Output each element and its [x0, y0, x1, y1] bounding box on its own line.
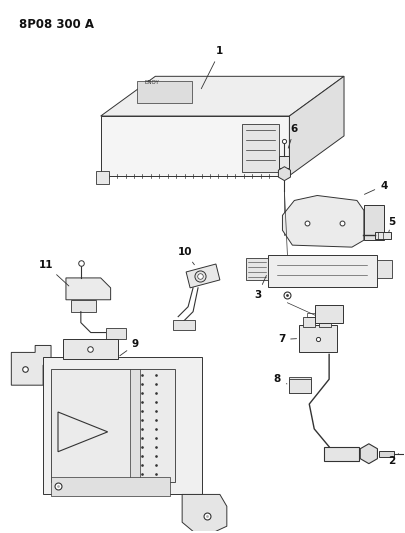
Text: 6: 6 — [288, 124, 298, 148]
Bar — [246, 258, 268, 280]
Text: 4: 4 — [364, 181, 388, 195]
Polygon shape — [290, 76, 344, 176]
Bar — [242, 124, 279, 172]
Bar — [279, 156, 290, 168]
Text: 9: 9 — [120, 340, 139, 356]
Bar — [63, 340, 117, 359]
Bar — [71, 300, 96, 312]
Bar — [51, 369, 175, 481]
Polygon shape — [186, 264, 220, 288]
Text: 10: 10 — [178, 247, 194, 265]
Text: 8P08 300 A: 8P08 300 A — [19, 18, 94, 31]
Bar — [364, 205, 384, 240]
Bar — [137, 81, 192, 103]
Polygon shape — [66, 278, 111, 300]
Bar — [130, 369, 141, 481]
Polygon shape — [101, 76, 344, 116]
Text: 3: 3 — [254, 276, 266, 300]
Bar — [106, 328, 126, 340]
Bar — [375, 232, 391, 239]
Bar — [379, 451, 394, 457]
Text: 7: 7 — [278, 335, 296, 344]
Bar — [303, 317, 315, 327]
Text: ENOY: ENOY — [145, 80, 159, 85]
Bar — [51, 477, 170, 496]
Bar — [319, 317, 331, 327]
Bar — [43, 357, 202, 495]
Polygon shape — [101, 116, 290, 176]
Text: 8: 8 — [274, 374, 287, 384]
Polygon shape — [360, 444, 377, 464]
Bar — [173, 320, 195, 329]
Polygon shape — [96, 171, 109, 183]
Text: 5: 5 — [388, 217, 395, 232]
Polygon shape — [282, 196, 364, 247]
Polygon shape — [182, 495, 227, 532]
Bar — [268, 255, 377, 287]
Bar — [290, 379, 311, 393]
Bar — [377, 260, 392, 278]
Text: 1: 1 — [201, 46, 224, 88]
Text: 11: 11 — [39, 260, 69, 286]
Polygon shape — [11, 345, 51, 385]
Text: 2: 2 — [388, 454, 399, 466]
Bar — [324, 447, 359, 461]
Bar — [290, 377, 311, 393]
Polygon shape — [278, 167, 290, 181]
Bar — [299, 325, 337, 352]
Bar — [315, 305, 343, 322]
